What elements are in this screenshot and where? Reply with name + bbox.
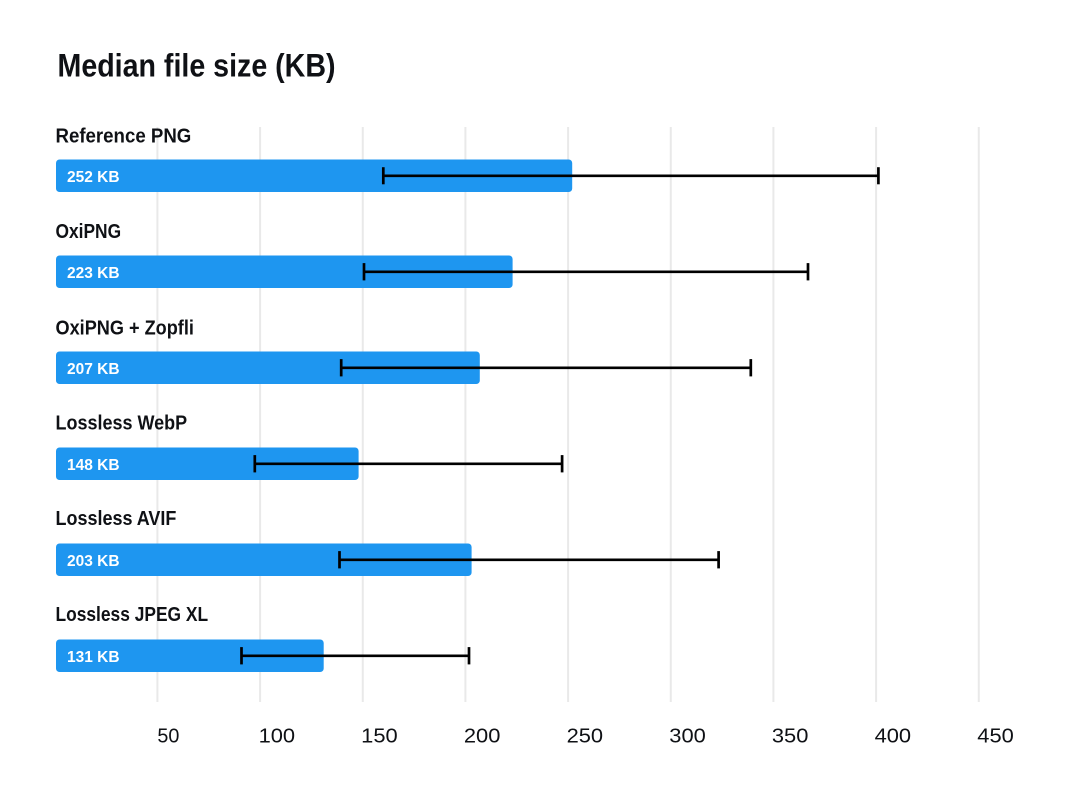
- svg-text:450: 450: [977, 725, 1014, 747]
- svg-text:223 KB: 223 KB: [67, 265, 120, 282]
- svg-text:50: 50: [157, 725, 179, 747]
- svg-text:400: 400: [875, 725, 912, 747]
- svg-text:OxiPNG + Zopfli: OxiPNG + Zopfli: [56, 316, 194, 339]
- svg-text:100: 100: [259, 725, 296, 747]
- svg-text:148 KB: 148 KB: [67, 457, 120, 474]
- svg-text:150: 150: [361, 725, 398, 747]
- svg-text:350: 350: [772, 725, 809, 747]
- svg-text:OxiPNG: OxiPNG: [56, 220, 122, 243]
- svg-text:250: 250: [567, 725, 604, 747]
- svg-text:Lossless WebP: Lossless WebP: [56, 412, 188, 435]
- svg-text:252 KB: 252 KB: [67, 169, 120, 186]
- svg-text:Lossless AVIF: Lossless AVIF: [56, 507, 177, 530]
- svg-text:200: 200: [464, 725, 501, 747]
- svg-text:300: 300: [669, 725, 706, 747]
- svg-text:Reference PNG: Reference PNG: [56, 124, 192, 147]
- svg-text:131 KB: 131 KB: [67, 649, 120, 666]
- svg-text:207 KB: 207 KB: [67, 361, 120, 378]
- svg-text:Median file size (KB): Median file size (KB): [58, 48, 336, 84]
- svg-text:203 KB: 203 KB: [67, 553, 120, 570]
- svg-text:Lossless JPEG XL: Lossless JPEG XL: [56, 603, 209, 626]
